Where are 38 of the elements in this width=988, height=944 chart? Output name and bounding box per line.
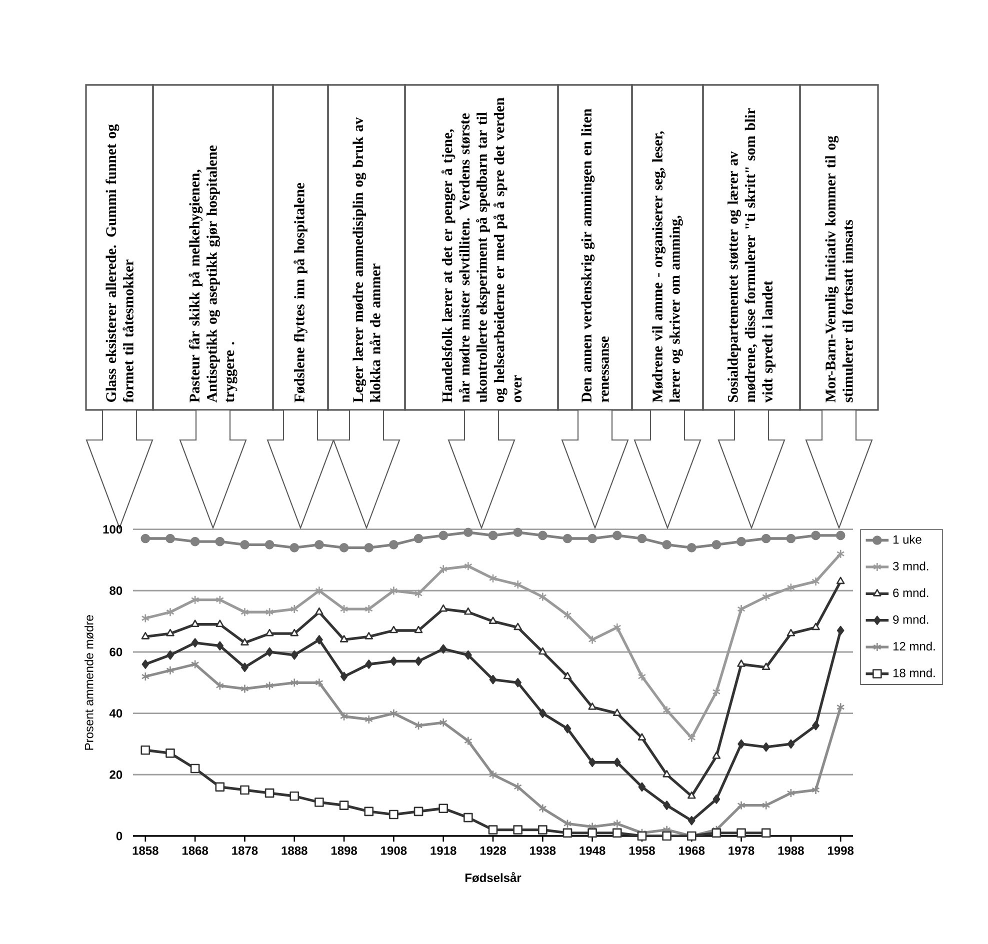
text: Mor-Barn-Vennlig Initiativ kommer til og stimulerer til fortsatt innsats [825, 136, 853, 402]
x-tick-label: 1908 [381, 846, 407, 855]
text: Den annen verdenskrig gir ammingen en liten renessanse [581, 108, 609, 402]
x-tick-label: 1858 [132, 846, 158, 855]
text: Sosialdepartementet støtter og lærer av mødrene, disse formulerer "ti skritt" som blir vidt spredt i landet [728, 108, 776, 403]
y-tick-label: 40 [109, 709, 122, 718]
legend-label: 12 mnd. [893, 642, 935, 651]
x-tick-label: 1968 [679, 846, 705, 855]
x-tick-label: 1928 [480, 846, 506, 855]
x-tick-label: 1988 [778, 846, 804, 855]
x-axis-title: Fødselsår [465, 872, 522, 882]
x-tick-label: 1878 [232, 846, 258, 855]
legend-label: 18 mnd. [893, 668, 935, 678]
x-tick-label: 1938 [530, 846, 556, 855]
text: Pasteur får skikk på melkehygienen, Antiseptikk og aseptikk gjør hospitalene tryggere . [188, 146, 238, 403]
legend-label: 9 mnd. [893, 615, 928, 624]
legend-label: 1 uke [893, 534, 922, 544]
y-tick-label: 0 [116, 832, 122, 840]
y-tick-label: 60 [110, 648, 122, 656]
y-tick-label: 20 [110, 770, 122, 779]
text: Fødslene flyttes inn på hospitalene [294, 183, 308, 402]
text: Glass eksisterer allerede. Gummi funnet og formet til tåtesmokker [106, 124, 134, 403]
x-tick-label: 1958 [629, 846, 655, 855]
text: Mødrene vil amme - organiserer seg, leser, lærer og skriver om amming, [652, 131, 683, 402]
x-tick-label: 1978 [728, 846, 754, 855]
legend-label: 6 mnd. [893, 588, 928, 598]
x-tick-label: 1948 [580, 846, 606, 855]
y-axis-title: Prosent ammende mødre [84, 615, 94, 750]
x-tick-label: 1888 [282, 846, 308, 855]
x-tick-label: 1898 [331, 846, 358, 855]
y-tick-label: 100 [103, 525, 122, 534]
text: Handelsfolk lærer at det er penger å tjene, når mødre mister selvtilliten. Verdens største ukontrollerte eksperiment på spedbarn tar til og helsearbeiderne er med på å spre det verden over [441, 98, 522, 402]
text: Leger lærer mødre ammedisiplin og bruk av klokka når de ammer [352, 117, 380, 402]
y-tick-label: 80 [110, 586, 122, 595]
x-tick-label: 1868 [182, 846, 208, 855]
x-tick-label: 1998 [828, 846, 854, 855]
x-tick-label: 1918 [430, 846, 456, 855]
legend-label: 3 mnd. [893, 562, 928, 570]
